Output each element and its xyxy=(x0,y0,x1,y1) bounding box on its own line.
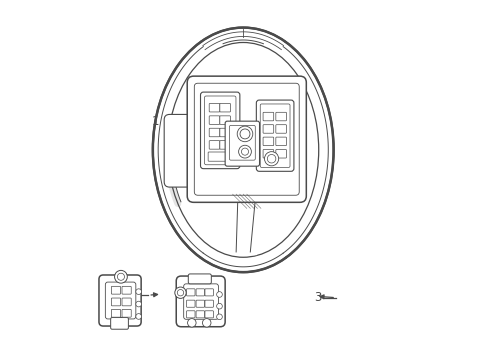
FancyBboxPatch shape xyxy=(209,141,220,149)
FancyBboxPatch shape xyxy=(196,300,205,307)
FancyBboxPatch shape xyxy=(187,311,195,318)
Circle shape xyxy=(188,319,196,327)
Text: 2: 2 xyxy=(126,289,134,302)
FancyBboxPatch shape xyxy=(256,100,294,171)
FancyBboxPatch shape xyxy=(204,96,236,165)
FancyBboxPatch shape xyxy=(195,83,299,195)
FancyBboxPatch shape xyxy=(263,112,274,121)
FancyBboxPatch shape xyxy=(187,289,195,296)
Circle shape xyxy=(237,126,253,142)
Circle shape xyxy=(217,292,222,297)
FancyBboxPatch shape xyxy=(209,116,220,124)
FancyBboxPatch shape xyxy=(208,152,232,161)
FancyBboxPatch shape xyxy=(220,141,230,149)
Circle shape xyxy=(177,289,184,296)
FancyBboxPatch shape xyxy=(164,114,195,187)
Circle shape xyxy=(239,145,251,158)
FancyBboxPatch shape xyxy=(220,103,230,112)
Circle shape xyxy=(242,148,248,155)
FancyBboxPatch shape xyxy=(276,137,287,145)
FancyBboxPatch shape xyxy=(196,289,205,296)
Circle shape xyxy=(268,154,276,163)
FancyBboxPatch shape xyxy=(176,276,225,327)
FancyBboxPatch shape xyxy=(205,311,214,318)
FancyBboxPatch shape xyxy=(111,286,121,294)
FancyBboxPatch shape xyxy=(111,298,121,306)
FancyBboxPatch shape xyxy=(220,116,230,124)
Circle shape xyxy=(115,270,127,283)
Text: 1: 1 xyxy=(151,115,159,128)
FancyBboxPatch shape xyxy=(105,282,136,319)
FancyBboxPatch shape xyxy=(111,309,121,317)
FancyBboxPatch shape xyxy=(276,112,287,121)
FancyBboxPatch shape xyxy=(263,137,274,145)
FancyBboxPatch shape xyxy=(205,289,214,296)
FancyBboxPatch shape xyxy=(122,309,131,317)
FancyBboxPatch shape xyxy=(225,121,260,166)
Circle shape xyxy=(136,301,142,307)
FancyBboxPatch shape xyxy=(260,104,290,167)
Circle shape xyxy=(136,314,142,319)
FancyBboxPatch shape xyxy=(122,286,131,294)
FancyBboxPatch shape xyxy=(220,128,230,137)
Circle shape xyxy=(217,314,222,320)
Circle shape xyxy=(136,289,142,294)
FancyBboxPatch shape xyxy=(99,275,141,326)
FancyBboxPatch shape xyxy=(111,318,128,329)
FancyBboxPatch shape xyxy=(263,125,274,133)
Circle shape xyxy=(202,319,211,327)
FancyBboxPatch shape xyxy=(122,298,131,306)
FancyBboxPatch shape xyxy=(188,274,211,284)
Ellipse shape xyxy=(153,28,334,272)
FancyBboxPatch shape xyxy=(205,300,214,307)
FancyBboxPatch shape xyxy=(229,125,255,160)
FancyBboxPatch shape xyxy=(276,149,287,158)
FancyBboxPatch shape xyxy=(276,125,287,133)
FancyBboxPatch shape xyxy=(200,92,240,168)
FancyBboxPatch shape xyxy=(187,76,306,202)
Circle shape xyxy=(175,287,186,298)
Circle shape xyxy=(240,129,250,139)
Text: 3: 3 xyxy=(315,291,322,304)
FancyBboxPatch shape xyxy=(263,149,274,158)
FancyBboxPatch shape xyxy=(184,284,219,319)
Circle shape xyxy=(217,303,222,309)
FancyBboxPatch shape xyxy=(196,311,205,318)
FancyBboxPatch shape xyxy=(209,103,220,112)
FancyBboxPatch shape xyxy=(209,128,220,137)
Circle shape xyxy=(118,273,124,280)
FancyBboxPatch shape xyxy=(187,300,195,307)
Circle shape xyxy=(265,152,279,166)
